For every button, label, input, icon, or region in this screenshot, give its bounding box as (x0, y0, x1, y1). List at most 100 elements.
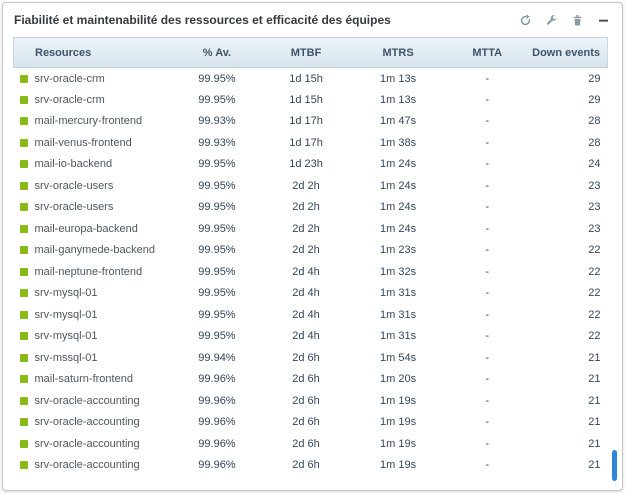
table-row[interactable]: mail-europa-backend 99.95% 2d 2h 1m 24s … (14, 218, 608, 240)
mtbf-cell: 2d 6h (292, 459, 320, 472)
down-events-cell: 29 (588, 93, 601, 106)
table-row[interactable]: mail-venus-frontend 99.93% 1d 17h 1m 38s… (14, 132, 608, 154)
table-row[interactable]: mail-ganymede-backend 99.95% 2d 2h 1m 23… (14, 240, 608, 262)
resource-name: srv-oracle-crm (34, 72, 105, 85)
table-row[interactable]: srv-oracle-accounting 99.96% 2d 6h 1m 19… (14, 412, 608, 434)
mtrs-cell: 1m 31s (380, 330, 417, 343)
mtbf-cell: 2d 4h (292, 287, 320, 300)
mtta-cell: - (485, 93, 490, 106)
availability-cell: 99.95% (198, 244, 236, 257)
resource-cell: srv-oracle-users (14, 197, 174, 219)
down-events-cell: 21 (588, 373, 601, 386)
table-row[interactable]: srv-oracle-crm 99.95% 1d 15h 1m 13s - 29 (14, 89, 608, 111)
resource-name: srv-oracle-users (34, 201, 114, 214)
mtrs-cell: 1m 19s (380, 459, 417, 472)
resource-name: srv-oracle-accounting (34, 437, 140, 450)
table-row[interactable]: mail-mercury-frontend 99.93% 1d 17h 1m 4… (14, 111, 608, 133)
down-events-cell: 28 (588, 115, 601, 128)
mtrs-cell: 1m 19s (380, 416, 417, 429)
widget-title: Fiabilité et maintenabilité des ressourc… (14, 13, 391, 27)
resource-cell: mail-venus-frontend (14, 132, 174, 154)
mtta-cell: - (485, 72, 490, 85)
column-header-resources[interactable]: Resources (12, 37, 174, 68)
mtbf-cell: 2d 2h (292, 222, 320, 235)
table-row[interactable]: srv-mysql-01 99.95% 2d 4h 1m 31s - 22 (14, 326, 608, 348)
down-events-cell: 21 (588, 416, 601, 429)
mtta-cell: - (485, 416, 490, 429)
down-events-cell: 22 (588, 265, 601, 278)
resource-name: mail-europa-backend (34, 222, 138, 235)
table-row[interactable]: srv-oracle-accounting 99.96% 2d 6h 1m 19… (14, 390, 608, 412)
table-row[interactable]: srv-mssql-01 99.94% 2d 6h 1m 54s - 21 (14, 347, 608, 369)
down-events-cell: 29 (588, 72, 601, 85)
configure-button[interactable] (544, 13, 558, 27)
resource-name: srv-mysql-01 (34, 330, 98, 343)
resource-name: mail-io-backend (34, 158, 113, 171)
delete-button[interactable] (570, 13, 584, 27)
mtrs-cell: 1m 24s (380, 158, 417, 171)
mtbf-cell: 1d 17h (289, 136, 323, 149)
table-row[interactable]: srv-mysql-01 99.95% 2d 4h 1m 31s - 22 (14, 283, 608, 305)
wrench-icon (545, 14, 558, 27)
down-events-cell: 21 (588, 437, 601, 450)
column-header-mtta[interactable]: MTTA (444, 37, 531, 68)
down-events-cell: 21 (588, 459, 601, 472)
mtrs-cell: 1m 23s (380, 244, 417, 257)
resource-cell: srv-oracle-accounting (14, 433, 174, 455)
mtrs-cell: 1m 47s (380, 115, 417, 128)
resource-table-wrap: Resources % Av. MTBF MTRS MTTA Down even… (12, 37, 609, 477)
resource-name: mail-saturn-frontend (34, 373, 133, 386)
status-ok-icon (19, 95, 28, 104)
resource-name: srv-mssql-01 (34, 351, 98, 364)
table-row[interactable]: mail-neptune-frontend 99.95% 2d 4h 1m 32… (14, 261, 608, 283)
mtta-cell: - (485, 373, 490, 386)
resource-table-body: srv-oracle-crm 99.95% 1d 15h 1m 13s - 29… (14, 68, 608, 477)
column-header-mtrs[interactable]: MTRS (352, 37, 445, 68)
mtrs-cell: 1m 32s (380, 265, 417, 278)
resource-cell: srv-mysql-01 (14, 326, 174, 348)
resource-cell: srv-oracle-accounting (14, 390, 174, 412)
table-row[interactable]: srv-oracle-crm 99.95% 1d 15h 1m 13s - 29 (14, 68, 608, 90)
column-header-mtbf[interactable]: MTBF (260, 37, 353, 68)
scrollbar-thumb[interactable] (612, 450, 617, 481)
status-ok-icon (19, 439, 28, 448)
availability-cell: 99.93% (198, 136, 236, 149)
status-ok-icon (19, 246, 28, 255)
down-events-cell: 22 (588, 244, 601, 257)
availability-cell: 99.96% (198, 416, 236, 429)
availability-cell: 99.95% (198, 330, 236, 343)
resource-name: srv-oracle-accounting (34, 394, 140, 407)
table-row[interactable]: mail-io-backend 99.95% 1d 23h 1m 24s - 2… (14, 154, 608, 176)
mtrs-cell: 1m 19s (380, 437, 417, 450)
table-row[interactable]: srv-oracle-users 99.95% 2d 2h 1m 24s - 2… (14, 175, 608, 197)
status-ok-icon (19, 74, 28, 83)
table-row[interactable]: srv-oracle-accounting 99.96% 2d 6h 1m 19… (14, 433, 608, 455)
availability-cell: 99.96% (198, 373, 236, 386)
column-header-availability[interactable]: % Av. (173, 37, 260, 68)
down-events-cell: 23 (588, 201, 601, 214)
table-row[interactable]: srv-oracle-accounting 99.96% 2d 6h 1m 19… (14, 455, 608, 477)
resource-cell: mail-europa-backend (14, 218, 174, 240)
availability-cell: 99.96% (198, 459, 236, 472)
resource-name: srv-oracle-users (34, 179, 114, 192)
refresh-button[interactable] (518, 13, 532, 27)
trash-icon (571, 14, 584, 27)
down-events-cell: 24 (588, 158, 601, 171)
down-events-cell: 22 (588, 287, 601, 300)
mtbf-cell: 2d 2h (292, 179, 320, 192)
refresh-icon (519, 13, 532, 27)
mtbf-cell: 1d 15h (289, 72, 323, 85)
widget-titlebar: Fiabilité et maintenabilité des ressourc… (3, 3, 622, 35)
collapse-button[interactable] (596, 13, 610, 27)
table-row[interactable]: mail-saturn-frontend 99.96% 2d 6h 1m 20s… (14, 369, 608, 391)
mtbf-cell: 2d 2h (292, 244, 320, 257)
mtrs-cell: 1m 54s (380, 351, 417, 364)
minus-icon (597, 14, 610, 27)
resource-cell: mail-mercury-frontend (14, 111, 174, 133)
resource-cell: mail-neptune-frontend (14, 261, 174, 283)
status-ok-icon (19, 353, 28, 362)
column-header-down-events[interactable]: Down events (530, 37, 609, 68)
table-row[interactable]: srv-oracle-users 99.95% 2d 2h 1m 24s - 2… (14, 197, 608, 219)
table-row[interactable]: srv-mysql-01 99.95% 2d 4h 1m 31s - 22 (14, 304, 608, 326)
